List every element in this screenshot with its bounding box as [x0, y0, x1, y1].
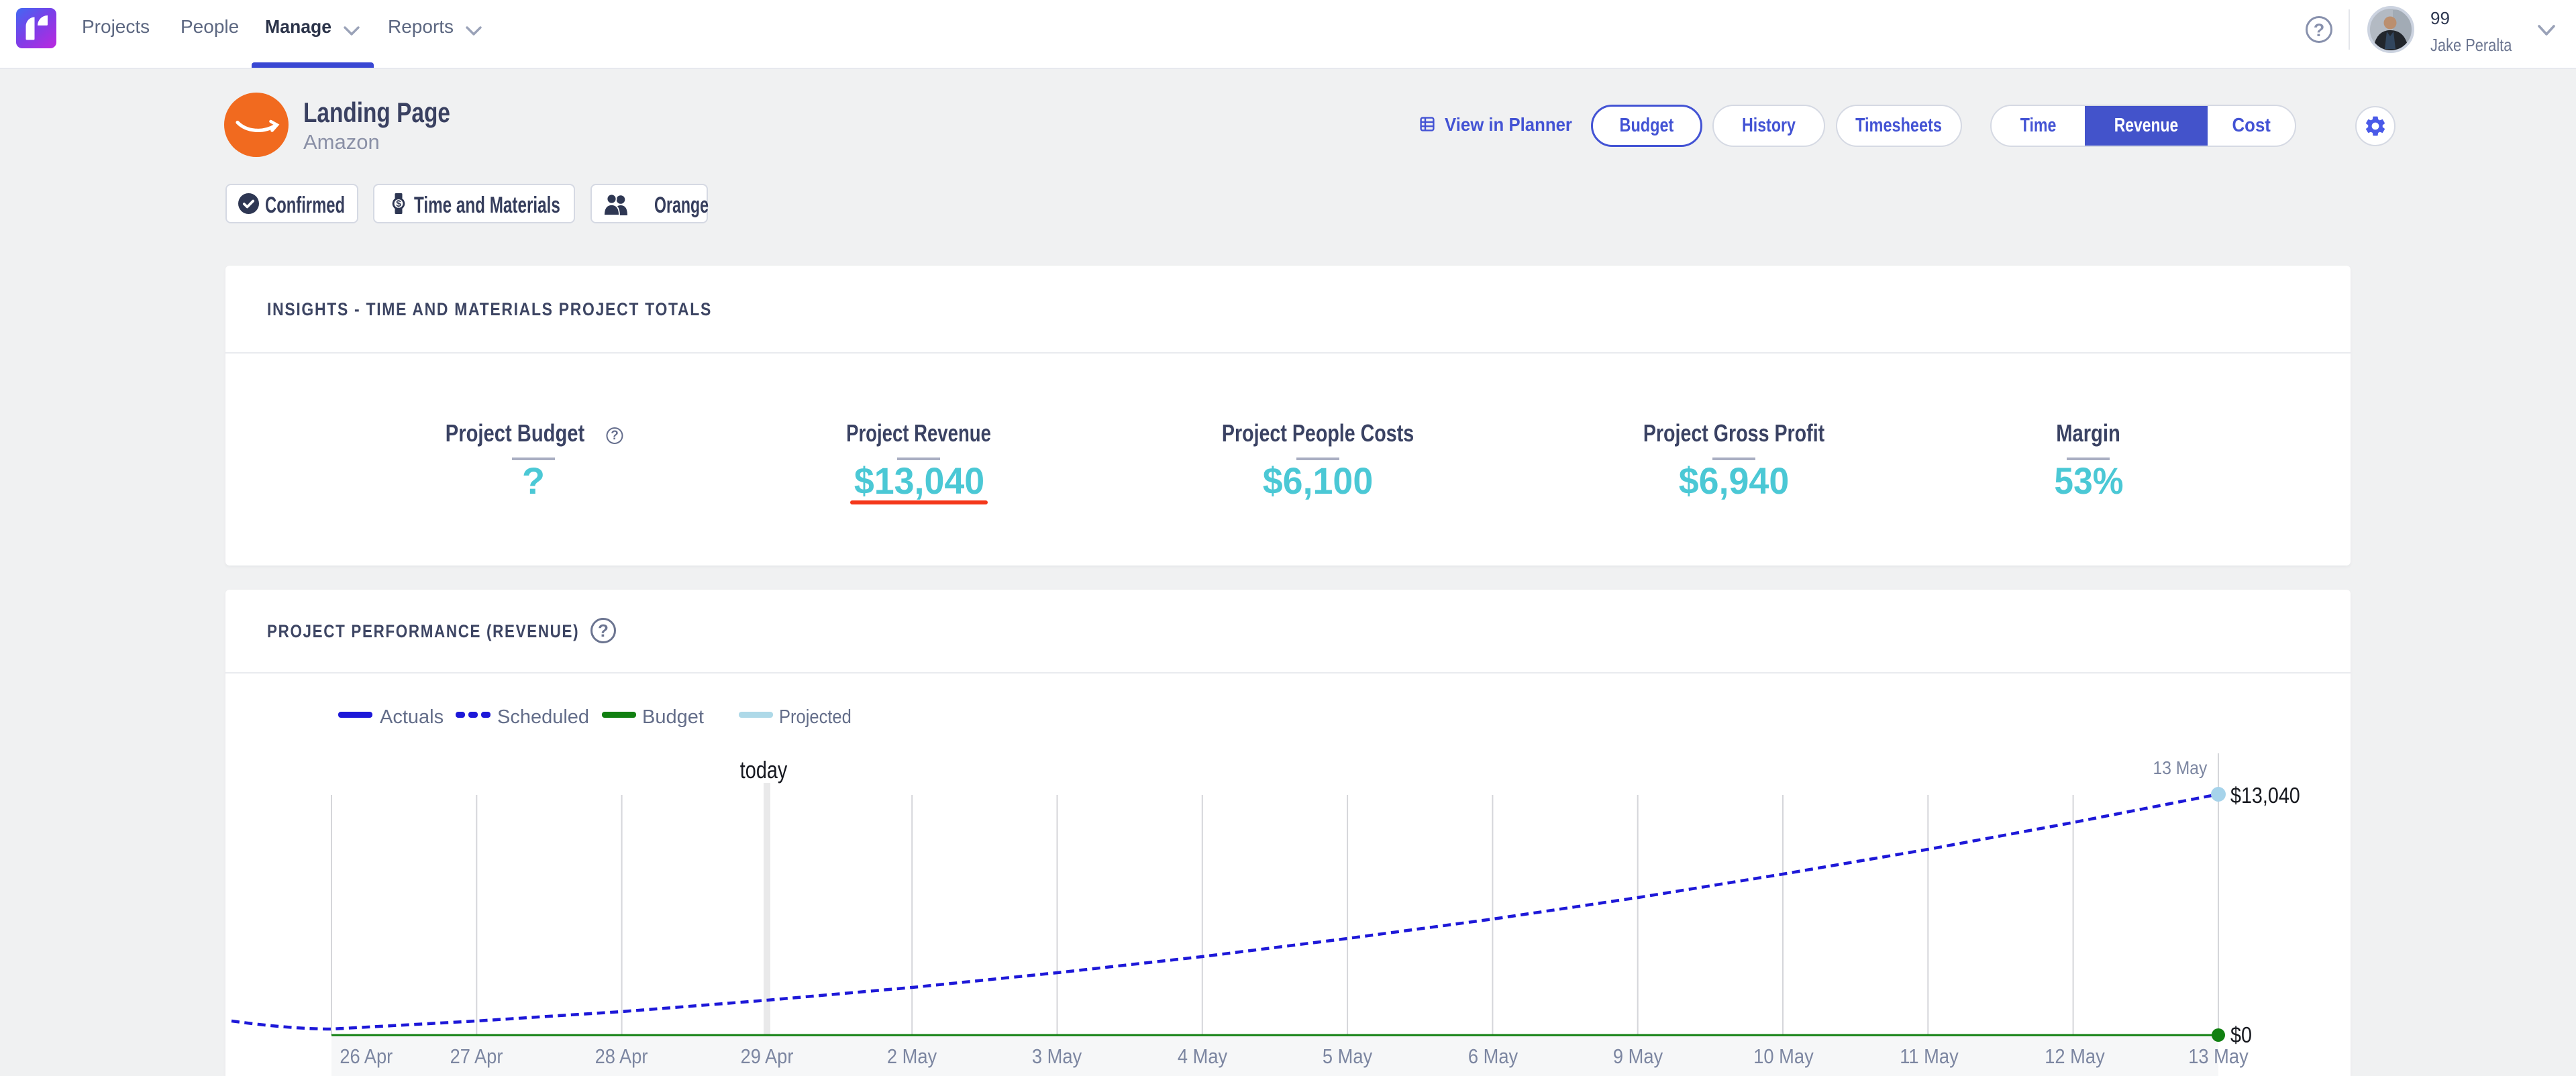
svg-text:$: $: [396, 199, 401, 209]
